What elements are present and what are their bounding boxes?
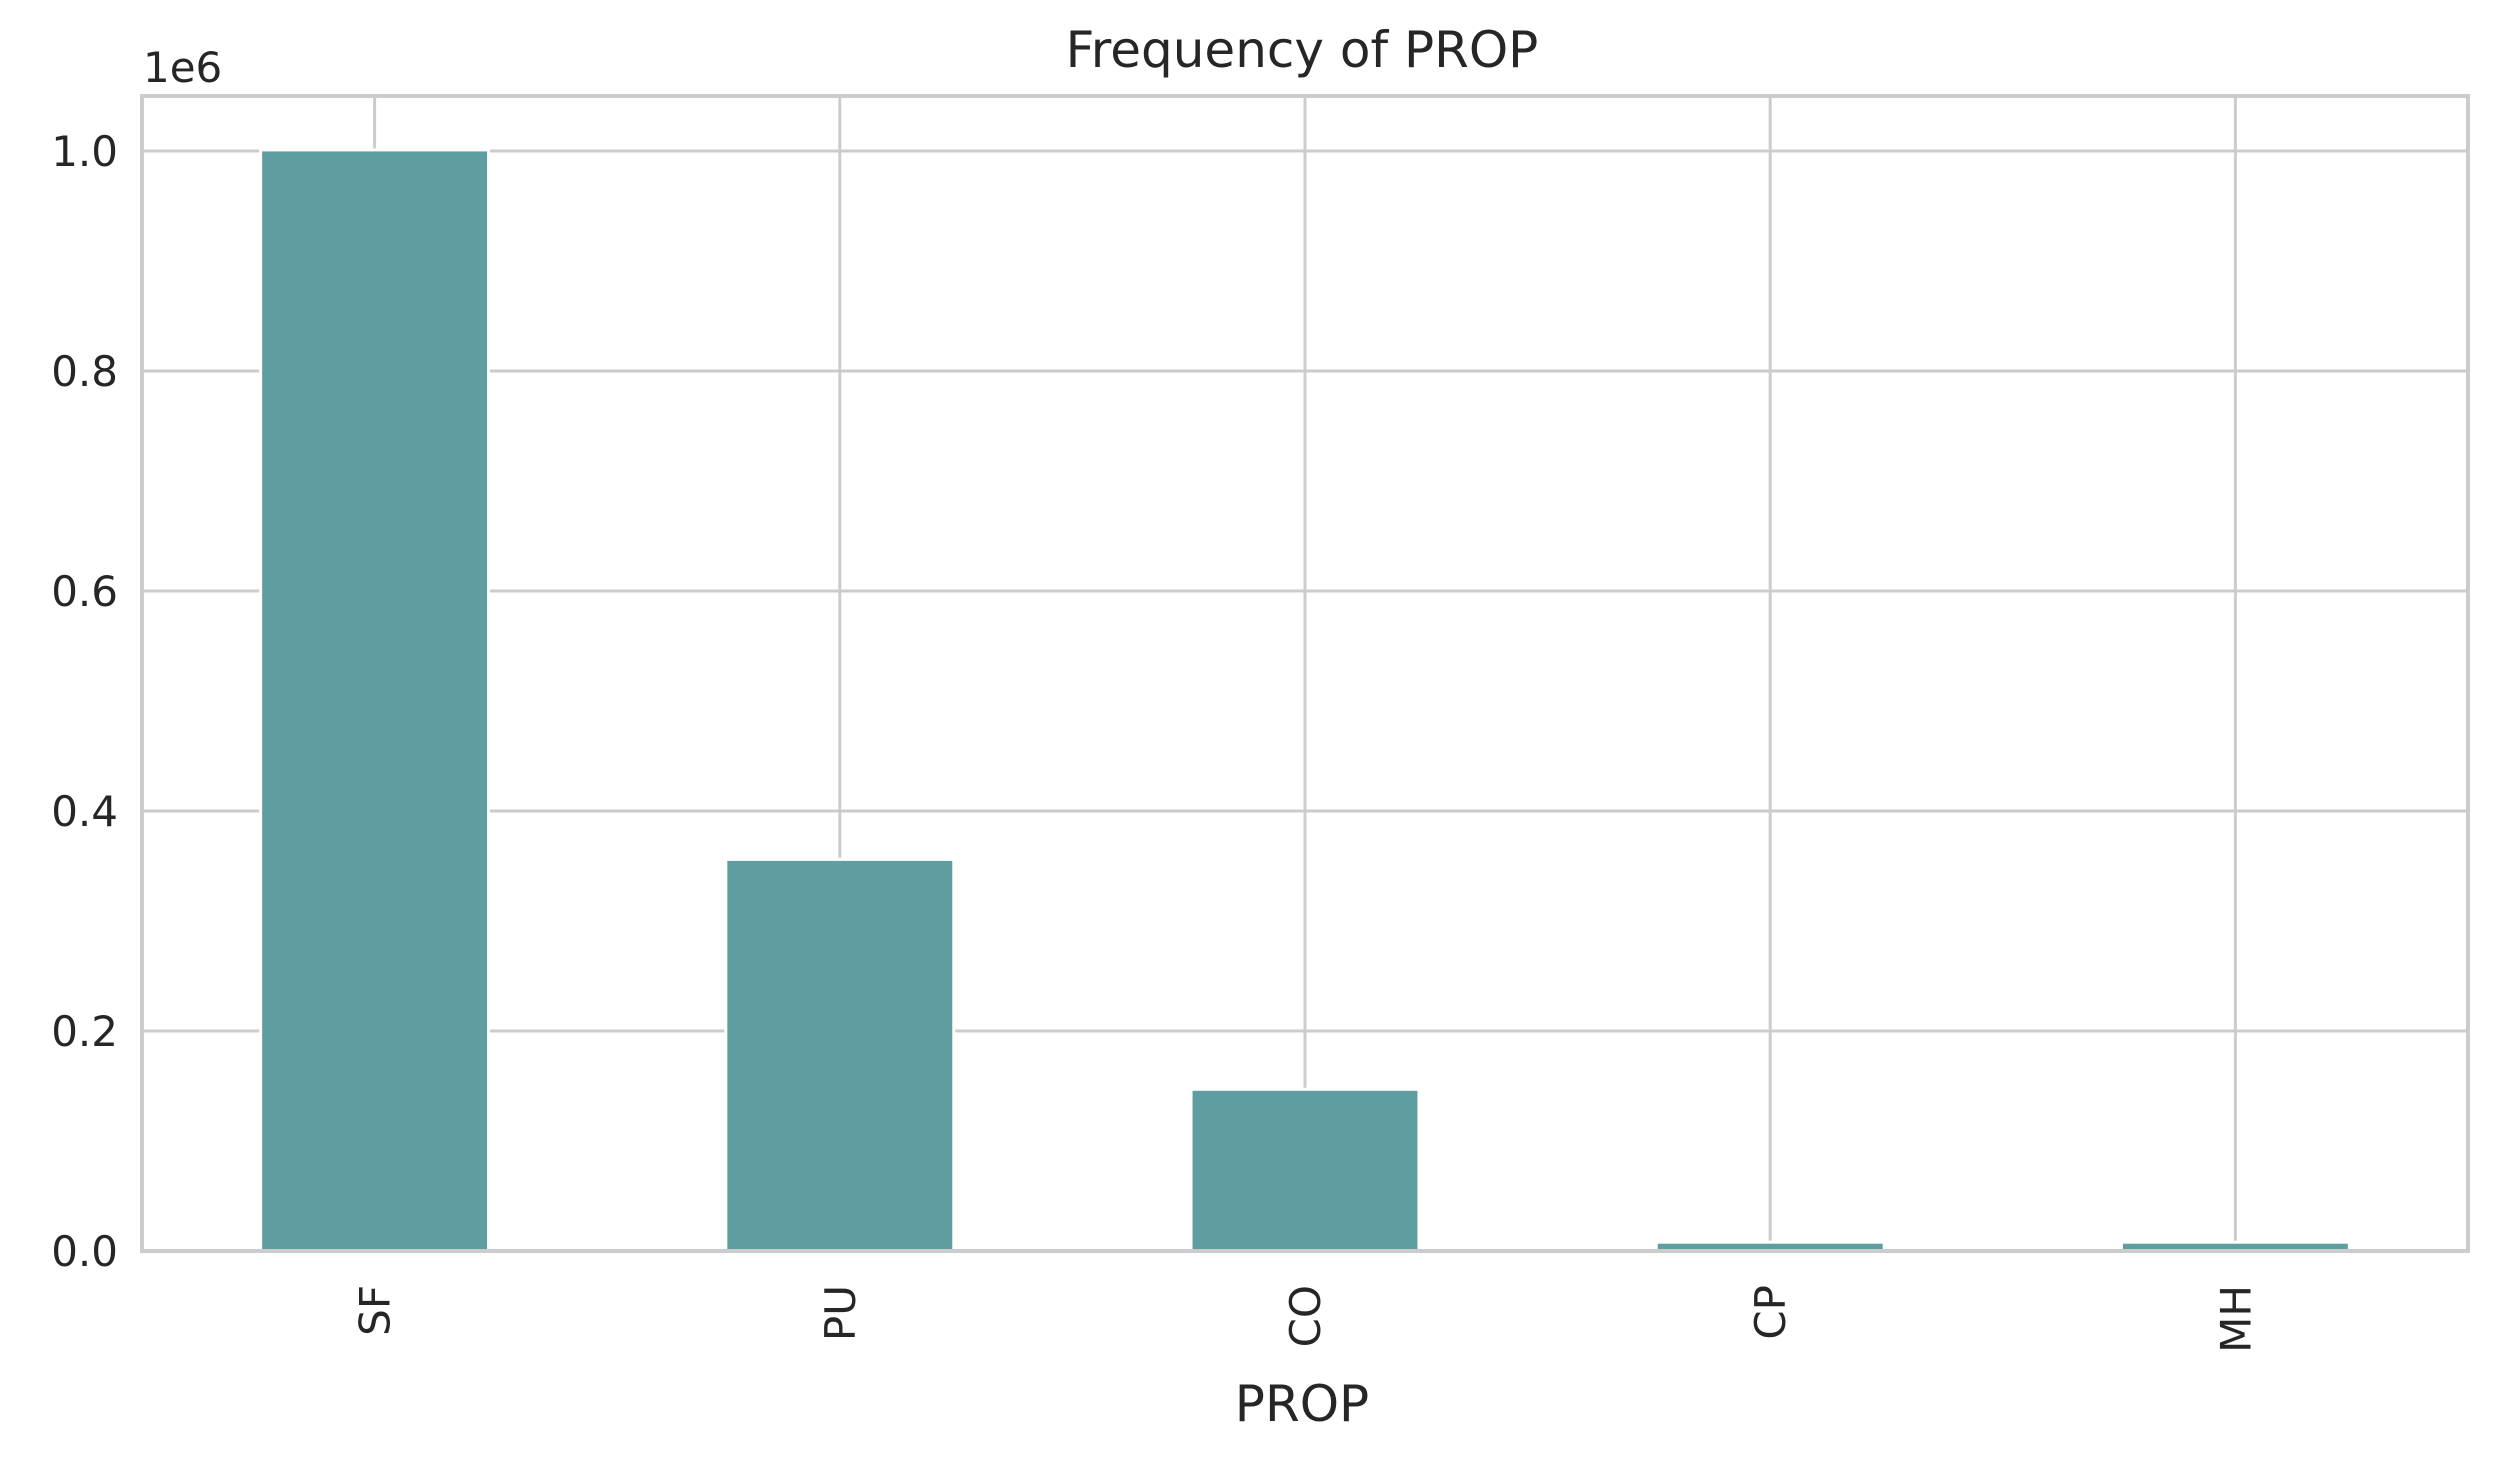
y-tick-label-0.6: 0.6 — [51, 567, 118, 616]
bar-sf — [259, 148, 491, 1253]
y-tick-label-0.8: 0.8 — [51, 347, 118, 396]
y-axis-offset-label: 1e6 — [143, 43, 222, 92]
y-tick-label-0.4: 0.4 — [51, 787, 118, 836]
x-tick-label-cp: CP — [1746, 1285, 1795, 1340]
y-tick-labels: 0.0 0.2 0.4 0.6 0.8 1.0 — [51, 127, 118, 1276]
y-tick-label-0.0: 0.0 — [51, 1227, 118, 1276]
x-tick-labels: SF PU CO CP MH — [351, 1285, 2261, 1353]
y-tick-label-1.0: 1.0 — [51, 127, 118, 176]
bar-pu — [724, 857, 956, 1253]
chart-title: Frequency of PROP — [1066, 21, 1539, 79]
x-axis-label: PROP — [1235, 1375, 1369, 1433]
bars — [259, 148, 2351, 1253]
bar-co — [1189, 1087, 1421, 1253]
x-tick-label-mh: MH — [2211, 1285, 2260, 1353]
grid-lines — [142, 96, 2468, 1253]
y-tick-label-0.2: 0.2 — [51, 1007, 118, 1056]
x-tick-label-sf: SF — [351, 1285, 400, 1336]
x-tick-label-pu: PU — [816, 1285, 865, 1341]
plot-frame — [140, 94, 2470, 1253]
x-tick-label-co: CO — [1281, 1285, 1330, 1347]
